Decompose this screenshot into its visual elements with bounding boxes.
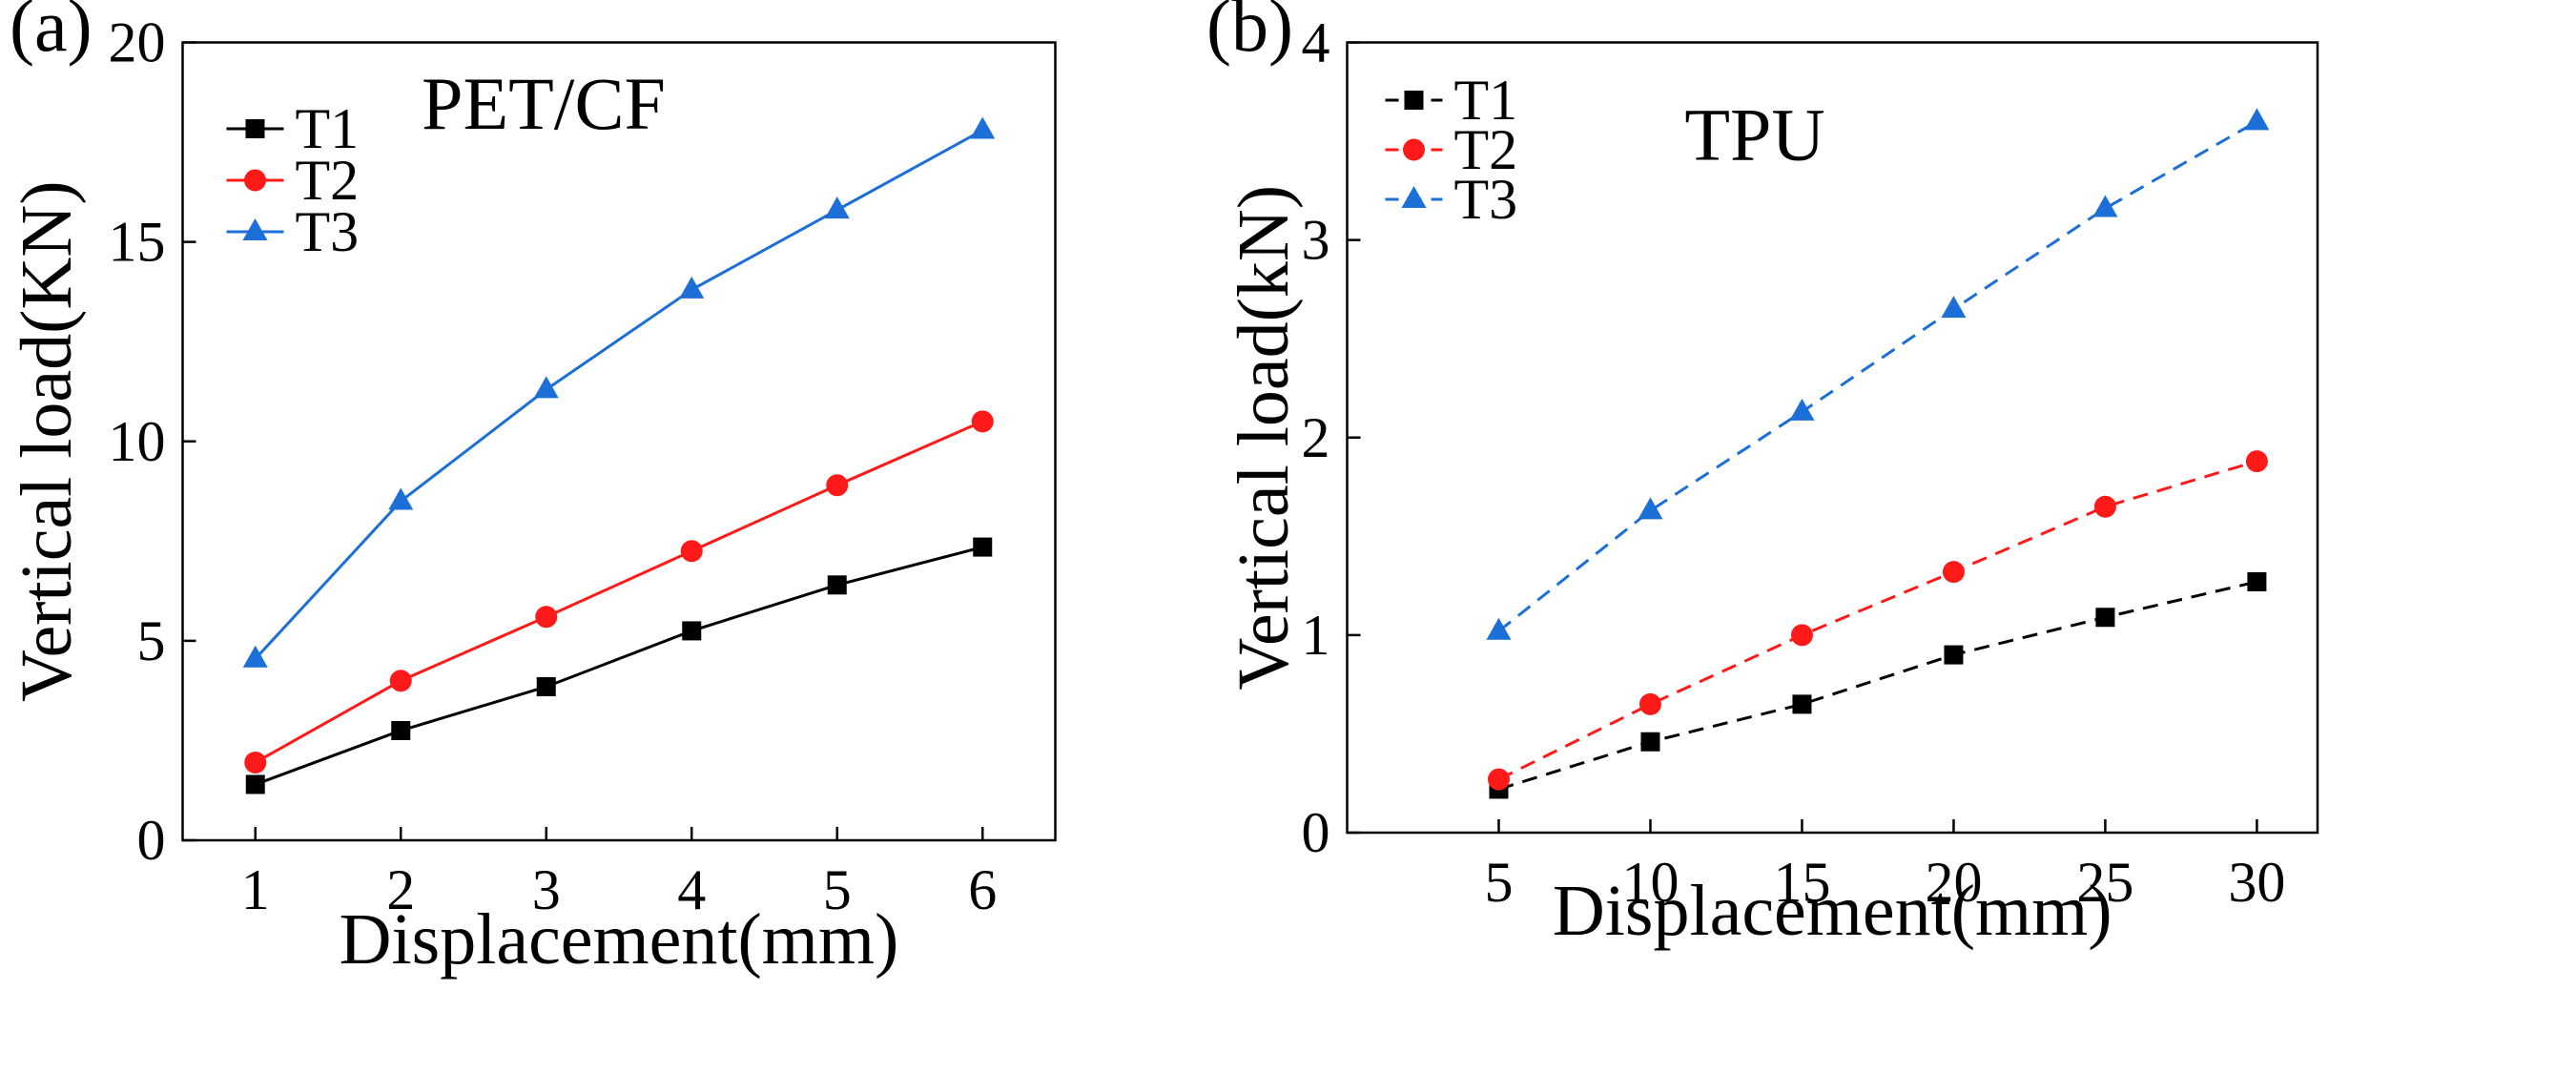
data-point-t2 xyxy=(2093,495,2116,518)
legend-label: T2 xyxy=(296,149,360,212)
data-point-t1 xyxy=(536,676,556,696)
data-point-t1 xyxy=(391,720,411,740)
data-point-t3 xyxy=(2244,108,2270,131)
legend-marker xyxy=(1403,138,1425,161)
series-line-t1 xyxy=(1498,580,2257,791)
data-point-t1 xyxy=(1640,732,1660,752)
series-t2 xyxy=(244,410,994,774)
x-axis-title: Displacement(mm) xyxy=(340,899,899,980)
series-t3 xyxy=(1486,108,2270,640)
legend-marker xyxy=(245,119,265,138)
data-point-t2 xyxy=(680,540,703,563)
legend-marker xyxy=(1401,186,1427,208)
y-tick-label: 0 xyxy=(137,809,166,872)
panel-label: (b) xyxy=(1206,0,1293,67)
data-point-t3 xyxy=(242,645,268,668)
x-tick-label: 20 xyxy=(1925,851,1982,914)
data-point-t1 xyxy=(1792,694,1812,714)
data-point-t1 xyxy=(682,621,702,641)
data-point-t1 xyxy=(1944,645,1964,665)
y-axis-title: Vertical load(KN) xyxy=(7,180,87,702)
data-point-t2 xyxy=(2245,450,2268,473)
data-point-t3 xyxy=(1486,617,1512,640)
x-axis-title: Displacement(mm) xyxy=(1553,871,2112,951)
data-point-t3 xyxy=(1638,497,1663,520)
data-point-t2 xyxy=(826,474,849,497)
y-tick-label: 5 xyxy=(137,609,166,672)
data-point-t3 xyxy=(388,487,414,510)
series-t2 xyxy=(1487,450,2268,791)
legend-label: T3 xyxy=(1454,168,1518,231)
y-tick-label: 2 xyxy=(1302,406,1330,469)
y-tick-label: 15 xyxy=(109,211,166,274)
legend-entry-t2: T2 xyxy=(1385,118,1518,181)
series-line-t2 xyxy=(255,420,983,764)
series-t1 xyxy=(1489,571,2267,799)
legend-label: T2 xyxy=(1454,118,1518,181)
y-tick-label: 3 xyxy=(1302,209,1330,272)
x-tick-label: 1 xyxy=(241,858,270,921)
x-tick-label: 2 xyxy=(386,858,415,921)
data-point-t1 xyxy=(2095,608,2115,628)
y-tick-label: 20 xyxy=(109,11,166,74)
y-tick-label: 1 xyxy=(1302,604,1330,667)
material-annotation: TPU xyxy=(1684,93,1824,176)
data-point-t3 xyxy=(824,196,850,219)
x-tick-label: 30 xyxy=(2228,851,2285,914)
series-line-t3 xyxy=(1497,120,2258,632)
x-tick-label: 10 xyxy=(1621,851,1679,914)
data-point-t2 xyxy=(1942,561,1965,584)
data-point-t2 xyxy=(389,670,412,692)
data-point-t1 xyxy=(827,575,847,595)
legend-label: T3 xyxy=(296,200,360,263)
data-point-t1 xyxy=(973,537,993,557)
data-point-t3 xyxy=(970,116,996,139)
y-tick-label: 0 xyxy=(1302,801,1330,864)
legend-entry-t1: T1 xyxy=(226,97,360,160)
legend-entry-t1: T1 xyxy=(1385,69,1518,132)
panel-label: (a) xyxy=(10,0,93,67)
series-t1 xyxy=(245,537,993,794)
data-point-t2 xyxy=(1790,624,1813,647)
x-tick-label: 6 xyxy=(968,858,997,921)
data-point-t2 xyxy=(244,751,267,774)
legend-marker xyxy=(1404,91,1424,110)
data-point-t2 xyxy=(535,606,558,629)
data-point-t3 xyxy=(1941,296,1967,319)
legend-entry-t2: T2 xyxy=(226,149,360,212)
x-tick-label: 5 xyxy=(823,858,852,921)
x-tick-label: 4 xyxy=(677,858,706,921)
data-point-t1 xyxy=(245,774,265,794)
legend-entry-t3: T3 xyxy=(1385,168,1518,231)
series-line-t3 xyxy=(254,129,983,660)
series-line-t1 xyxy=(255,546,983,786)
legend-entry-t3: T3 xyxy=(226,200,360,263)
data-point-t3 xyxy=(2092,195,2118,217)
data-point-t3 xyxy=(533,376,559,399)
legend-label: T1 xyxy=(1454,69,1518,132)
data-point-t2 xyxy=(1638,692,1661,715)
data-point-t3 xyxy=(1789,398,1815,421)
legend-label: T1 xyxy=(296,97,360,160)
y-axis-title: Vertical load(kN) xyxy=(1224,185,1304,691)
y-tick-label: 4 xyxy=(1302,11,1330,74)
panel-a-chart: 0 5 10 15 20 1 2 3 4 5 6 Vertical load(KN) Displacem… xyxy=(7,0,1057,980)
data-point-t2 xyxy=(971,410,994,433)
x-tick-label: 15 xyxy=(1773,851,1830,914)
data-point-t3 xyxy=(679,276,705,299)
series-line-t2 xyxy=(1497,460,2257,781)
panel-b-chart: 0 1 2 3 4 5 10 15 20 25 30 Vertical load(kN) Displac… xyxy=(1206,0,2319,951)
legend-marker xyxy=(244,169,266,192)
data-point-t2 xyxy=(1487,768,1510,791)
legend-marker xyxy=(242,218,268,240)
x-tick-label: 5 xyxy=(1484,851,1513,914)
data-point-t1 xyxy=(2247,571,2267,591)
y-tick-label: 10 xyxy=(109,410,166,473)
material-annotation: PET/CF xyxy=(422,62,666,145)
x-tick-label: 3 xyxy=(532,858,561,921)
series-t3 xyxy=(242,116,996,668)
x-tick-label: 25 xyxy=(2076,851,2133,914)
